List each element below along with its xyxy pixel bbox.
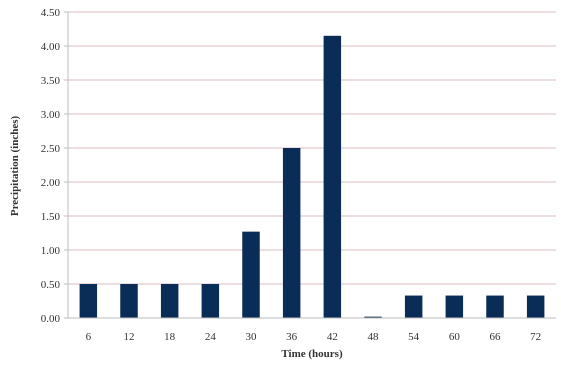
y-tick-label: 2.50 [41, 143, 61, 155]
bar-36 [282, 148, 301, 318]
bar-6 [79, 284, 98, 318]
y-tick-label: 4.50 [41, 7, 61, 19]
bar-18 [160, 284, 179, 318]
x-tick-label: 6 [86, 331, 92, 343]
y-tick-label: 4.00 [41, 41, 61, 53]
y-tick-label: 1.50 [41, 211, 61, 223]
y-tick-label: 0.00 [41, 313, 61, 325]
x-tick-label: 72 [530, 331, 541, 343]
y-tick-label: 3.50 [41, 75, 61, 87]
x-tick-label: 18 [164, 331, 176, 343]
bar-48 [364, 316, 382, 318]
y-tick-label: 1.00 [41, 245, 61, 257]
bar-72 [526, 295, 545, 318]
bar-42 [323, 35, 342, 319]
gridlines [68, 11, 556, 319]
bars [79, 35, 545, 319]
y-axis-title: Precipitation (inches) [9, 116, 21, 217]
y-tick-label: 0.50 [41, 279, 61, 291]
x-tick-label: 48 [368, 331, 380, 343]
x-tick-label: 42 [327, 331, 338, 343]
x-tick-label: 54 [408, 331, 420, 343]
x-tick-label: 36 [286, 331, 298, 343]
y-tick-label: 3.00 [41, 109, 61, 121]
bar-54 [404, 295, 423, 318]
bar-12 [120, 284, 138, 318]
x-tick-label: 66 [490, 331, 502, 343]
bar-24 [201, 284, 220, 318]
x-tick-label: 60 [449, 331, 461, 343]
bar-30 [242, 231, 260, 318]
bar-60 [445, 295, 464, 318]
bar-66 [486, 295, 504, 318]
y-tick-label: 2.00 [41, 177, 61, 189]
x-axis-title: Time (hours) [281, 348, 343, 360]
tick-labels: 0.00 0.50 1.00 1.50 2.00 2.50 3.00 3.50 4.00 4.50… [41, 7, 541, 343]
x-tick-label: 30 [246, 331, 258, 343]
x-tick-label: 12 [124, 331, 135, 343]
axes [64, 11, 556, 319]
x-tick-label: 24 [205, 331, 217, 343]
